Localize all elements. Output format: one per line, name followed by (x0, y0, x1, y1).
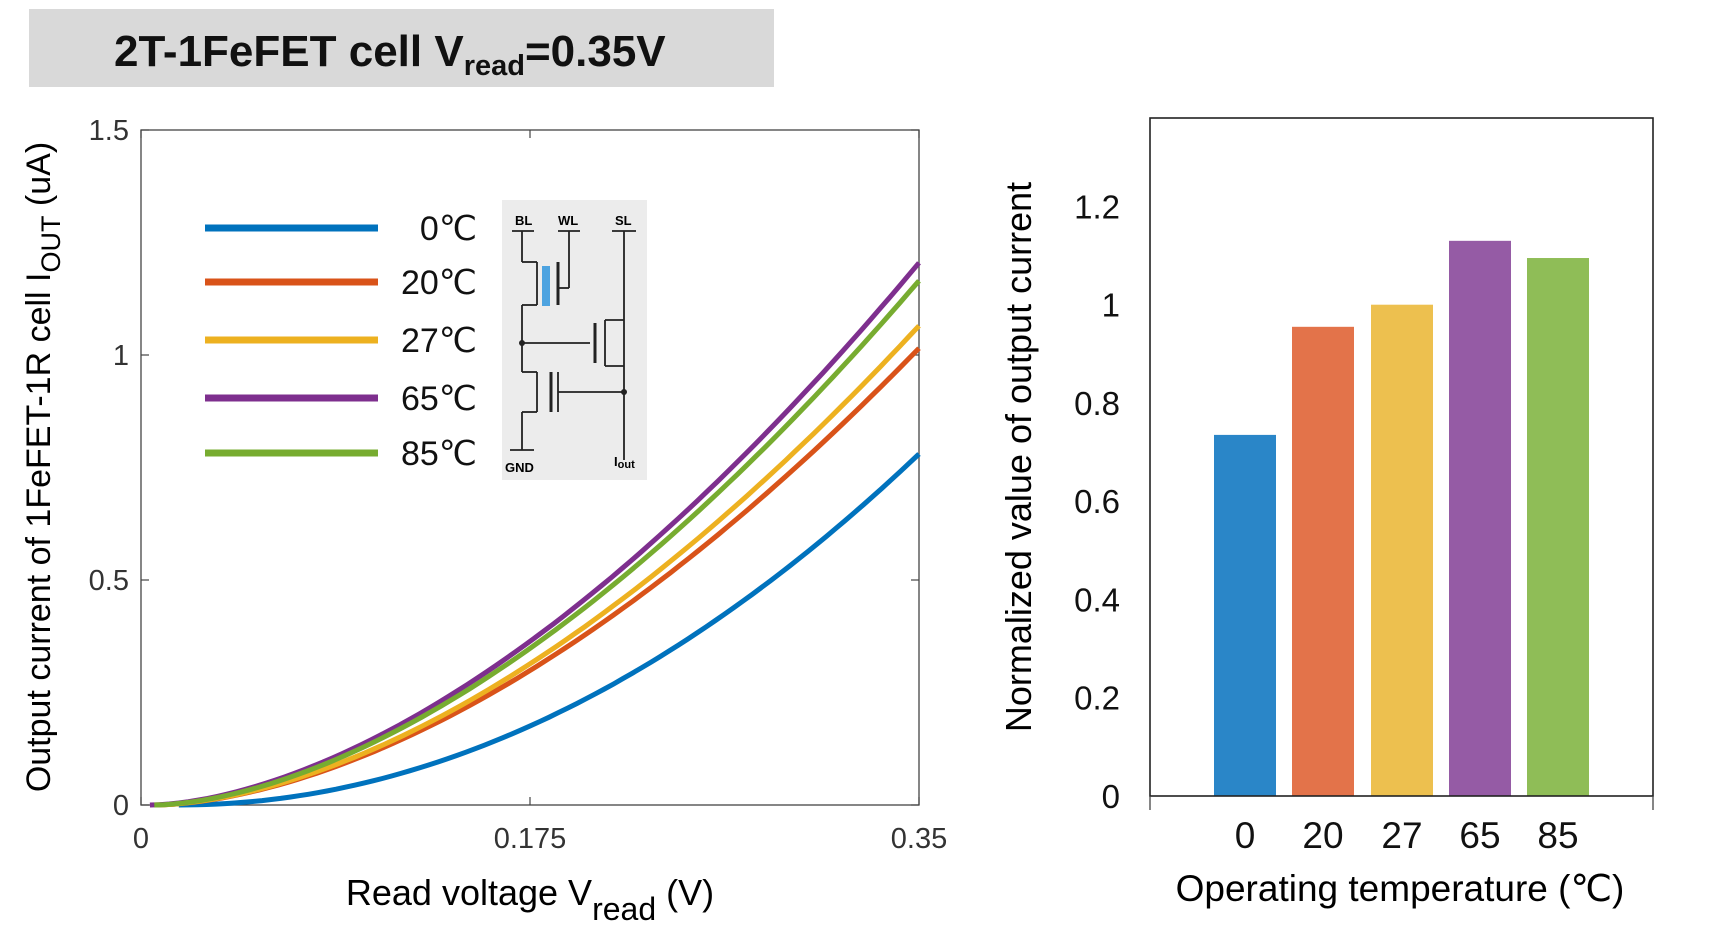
legend-label-1: 20℃ (401, 264, 477, 302)
inset-label-sl: SL (615, 213, 632, 228)
bar-20 (1292, 326, 1354, 796)
bar-chart-ytick-label: 1 (1102, 287, 1120, 324)
series-line-0 (178, 452, 921, 808)
page-title: 2T-1FeFET cell Vread=0.35V (114, 27, 666, 82)
inset-label-iout: Iout (614, 454, 635, 471)
line-chart-xtick-label: 0.175 (494, 823, 567, 855)
bar-0 (1214, 434, 1276, 796)
legend-label-3: 65℃ (401, 380, 477, 418)
line-chart-ytick-label: 1.5 (89, 115, 129, 147)
bar-chart-xtick-label: 85 (1537, 815, 1578, 856)
inset-label-bl: BL (515, 213, 532, 228)
line-chart-xtick-label: 0.35 (891, 823, 947, 855)
bar-chart-xtick-label: 27 (1381, 815, 1422, 856)
legend-label-0: 0℃ (420, 210, 477, 248)
bar-chart-xtick-label: 0 (1235, 815, 1256, 856)
bar-65 (1449, 240, 1511, 797)
line-chart-xlabel: Read voltage Vread (V) (346, 872, 714, 927)
inset-label-wl: WL (558, 213, 578, 228)
title-banner: 2T-1FeFET cell Vread=0.35V (29, 9, 774, 87)
bar-27 (1371, 304, 1433, 796)
bar-chart-ytick-label: 0 (1102, 778, 1120, 815)
bar-85 (1527, 258, 1589, 796)
bar-chart-xlabel: Operating temperature (℃) (1176, 868, 1625, 909)
line-chart-xtick-label: 0 (133, 823, 149, 855)
bar-chart-ytick-label: 1.2 (1074, 188, 1120, 225)
bar-chart-ytick-label: 0.4 (1074, 581, 1120, 618)
bar-chart-ytick-label: 0.2 (1074, 680, 1120, 717)
legend-label-4: 85℃ (401, 435, 477, 473)
line-chart-ylabel: Output current of 1FeFET-1R cell IOUT (u… (20, 142, 66, 792)
line-chart-ytick-label: 1 (113, 340, 129, 372)
series-line-4 (154, 279, 921, 808)
bar-chart-xtick-label: 65 (1459, 815, 1500, 856)
line-chart: 0 0.5 1 1.5 0 0.175 0.35 Output current of 1Fe… (20, 115, 947, 927)
ferroelectric-layer (542, 266, 550, 306)
inset-label-gnd: GND (505, 460, 534, 475)
bar-chart-plot-box (1149, 117, 1654, 797)
series-line-2 (154, 324, 921, 808)
circuit-inset-background (502, 200, 647, 480)
bar-chart-ylabel: Normalized value of output current (998, 182, 1039, 732)
bar-chart-ytick-label: 0.6 (1074, 483, 1120, 520)
line-chart-ytick-label: 0.5 (89, 565, 129, 597)
legend-label-2: 27℃ (401, 322, 477, 360)
bar-chart-xtick-label: 20 (1302, 815, 1343, 856)
line-chart-ytick-label: 0 (113, 790, 129, 822)
bar-chart-ytick-label: 0.8 (1074, 385, 1120, 422)
circuit-inset: BL WL SL GND Iout (502, 200, 647, 480)
bar-chart: 0 0.2 0.4 0.6 0.8 1 1.2 0 20 27 65 85 Normalized v… (998, 117, 1654, 909)
